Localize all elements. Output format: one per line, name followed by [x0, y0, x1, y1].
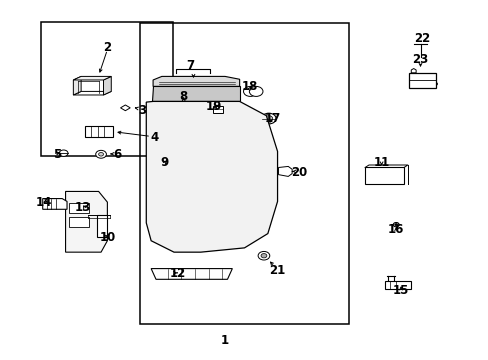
Text: 11: 11 — [373, 156, 389, 169]
Text: 21: 21 — [269, 264, 285, 276]
Polygon shape — [103, 76, 111, 95]
Bar — [41, 22, 172, 156]
Circle shape — [211, 179, 233, 195]
Text: 17: 17 — [264, 112, 280, 125]
Polygon shape — [65, 192, 107, 252]
Circle shape — [394, 224, 397, 226]
Circle shape — [96, 150, 106, 158]
Bar — [213, 106, 223, 113]
Circle shape — [99, 232, 105, 237]
Text: 10: 10 — [99, 231, 115, 244]
Polygon shape — [120, 105, 130, 111]
Polygon shape — [410, 68, 415, 73]
Circle shape — [167, 170, 204, 197]
Bar — [408, 73, 435, 88]
Text: 1: 1 — [221, 334, 229, 347]
Polygon shape — [152, 86, 239, 102]
Text: 14: 14 — [36, 195, 52, 209]
Bar — [69, 203, 89, 213]
Polygon shape — [153, 76, 239, 86]
Text: 12: 12 — [169, 267, 185, 280]
Polygon shape — [365, 167, 403, 184]
Circle shape — [258, 251, 269, 260]
Circle shape — [261, 113, 276, 124]
Bar — [97, 215, 107, 237]
Text: 18: 18 — [242, 80, 258, 93]
Text: 22: 22 — [413, 32, 429, 45]
Circle shape — [243, 86, 257, 96]
Polygon shape — [73, 76, 81, 95]
Text: 9: 9 — [160, 156, 168, 169]
Text: 16: 16 — [387, 223, 404, 236]
Text: 8: 8 — [179, 90, 187, 103]
Text: 4: 4 — [150, 131, 158, 144]
Polygon shape — [278, 166, 291, 176]
Text: 20: 20 — [290, 166, 306, 179]
Bar — [69, 217, 89, 227]
Text: 2: 2 — [103, 41, 111, 54]
Text: 13: 13 — [75, 201, 91, 214]
Text: 6: 6 — [113, 148, 121, 161]
Circle shape — [59, 150, 68, 157]
Bar — [140, 23, 348, 324]
Polygon shape — [151, 269, 232, 279]
Text: 3: 3 — [138, 104, 146, 117]
Bar — [85, 126, 113, 137]
Circle shape — [261, 253, 266, 258]
Circle shape — [392, 222, 398, 227]
Text: 5: 5 — [53, 148, 61, 161]
Circle shape — [249, 86, 263, 96]
Text: 19: 19 — [206, 100, 222, 113]
Bar — [384, 281, 410, 289]
Text: 15: 15 — [392, 284, 408, 297]
Polygon shape — [73, 91, 111, 95]
Polygon shape — [73, 76, 111, 80]
Text: 7: 7 — [185, 59, 194, 72]
Text: 23: 23 — [411, 53, 428, 66]
Polygon shape — [146, 102, 277, 252]
Circle shape — [264, 116, 272, 121]
Circle shape — [433, 82, 437, 85]
Circle shape — [99, 153, 103, 156]
Circle shape — [207, 176, 237, 198]
Circle shape — [172, 174, 200, 194]
Polygon shape — [42, 199, 67, 209]
